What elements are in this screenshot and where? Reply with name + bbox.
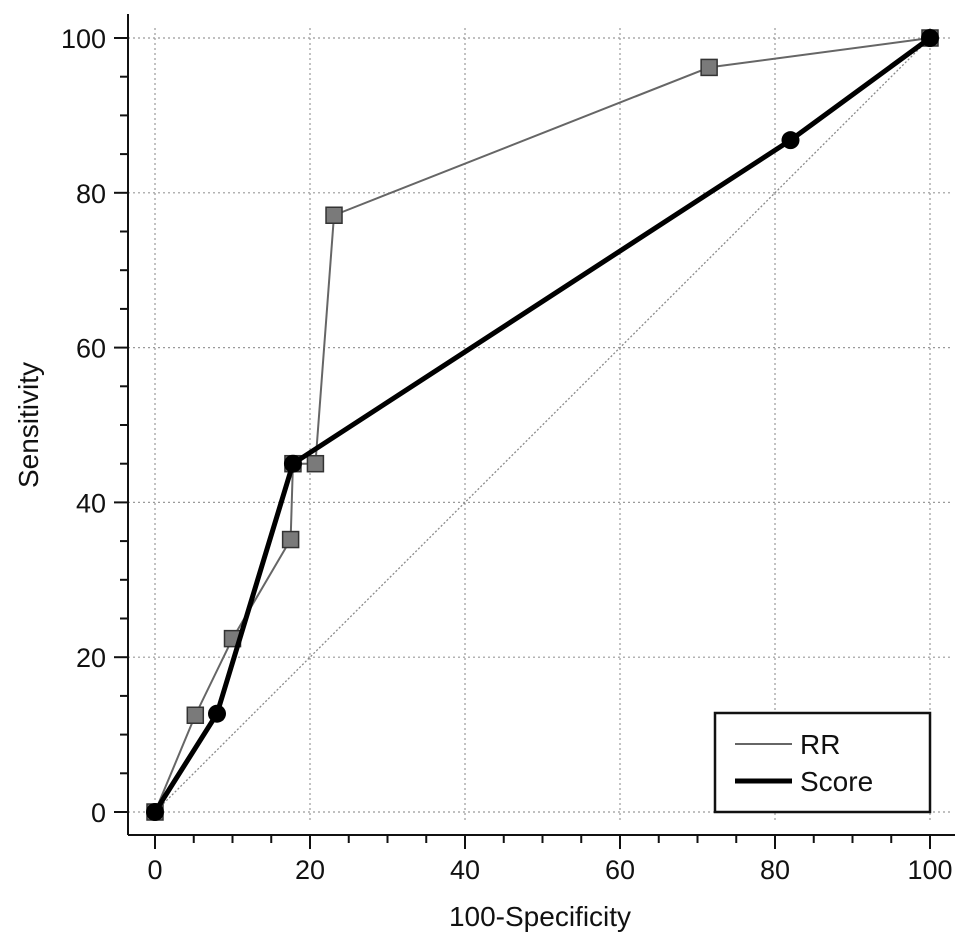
x-tick-label: 60 — [605, 855, 635, 885]
x-tick-label: 0 — [147, 855, 162, 885]
x-axis-title: 100-Specificity — [449, 901, 631, 932]
y-tick-label: 60 — [76, 334, 106, 364]
y-axis-title: Sensitivity — [13, 362, 44, 488]
series-score-point — [781, 131, 800, 150]
grid-lines — [128, 28, 950, 822]
legend-box — [713, 711, 932, 814]
series-rr-point — [306, 454, 325, 473]
x-tick-label: 80 — [760, 855, 790, 885]
legend-rr-label: RR — [800, 729, 840, 760]
series-rr-point — [325, 206, 343, 224]
y-tick-label: 100 — [61, 24, 106, 54]
legend: RR Score — [713, 711, 932, 814]
series-score-point — [283, 454, 302, 473]
y-tick-label: 80 — [76, 179, 106, 209]
series-score-point — [921, 29, 939, 47]
x-tick-label: 20 — [295, 855, 325, 885]
series-rr-point — [281, 530, 300, 549]
y-tick-label: 40 — [76, 488, 106, 518]
axes — [114, 14, 955, 849]
tick-labels: 0 20 40 60 80 100 0 20 40 60 80 100 — [61, 24, 953, 885]
series-score-point — [146, 803, 164, 821]
x-tick-label: 40 — [450, 855, 480, 885]
series-rr-point — [700, 58, 718, 77]
y-tick-label: 20 — [76, 643, 106, 673]
x-tick-label: 100 — [907, 855, 952, 885]
series-rr-point — [186, 706, 205, 724]
series-layer — [146, 29, 939, 821]
y-tick-label: 0 — [91, 798, 106, 828]
legend-score-label: Score — [800, 766, 873, 797]
reference-diagonal-line — [154, 37, 931, 813]
series-score-point — [208, 704, 226, 723]
